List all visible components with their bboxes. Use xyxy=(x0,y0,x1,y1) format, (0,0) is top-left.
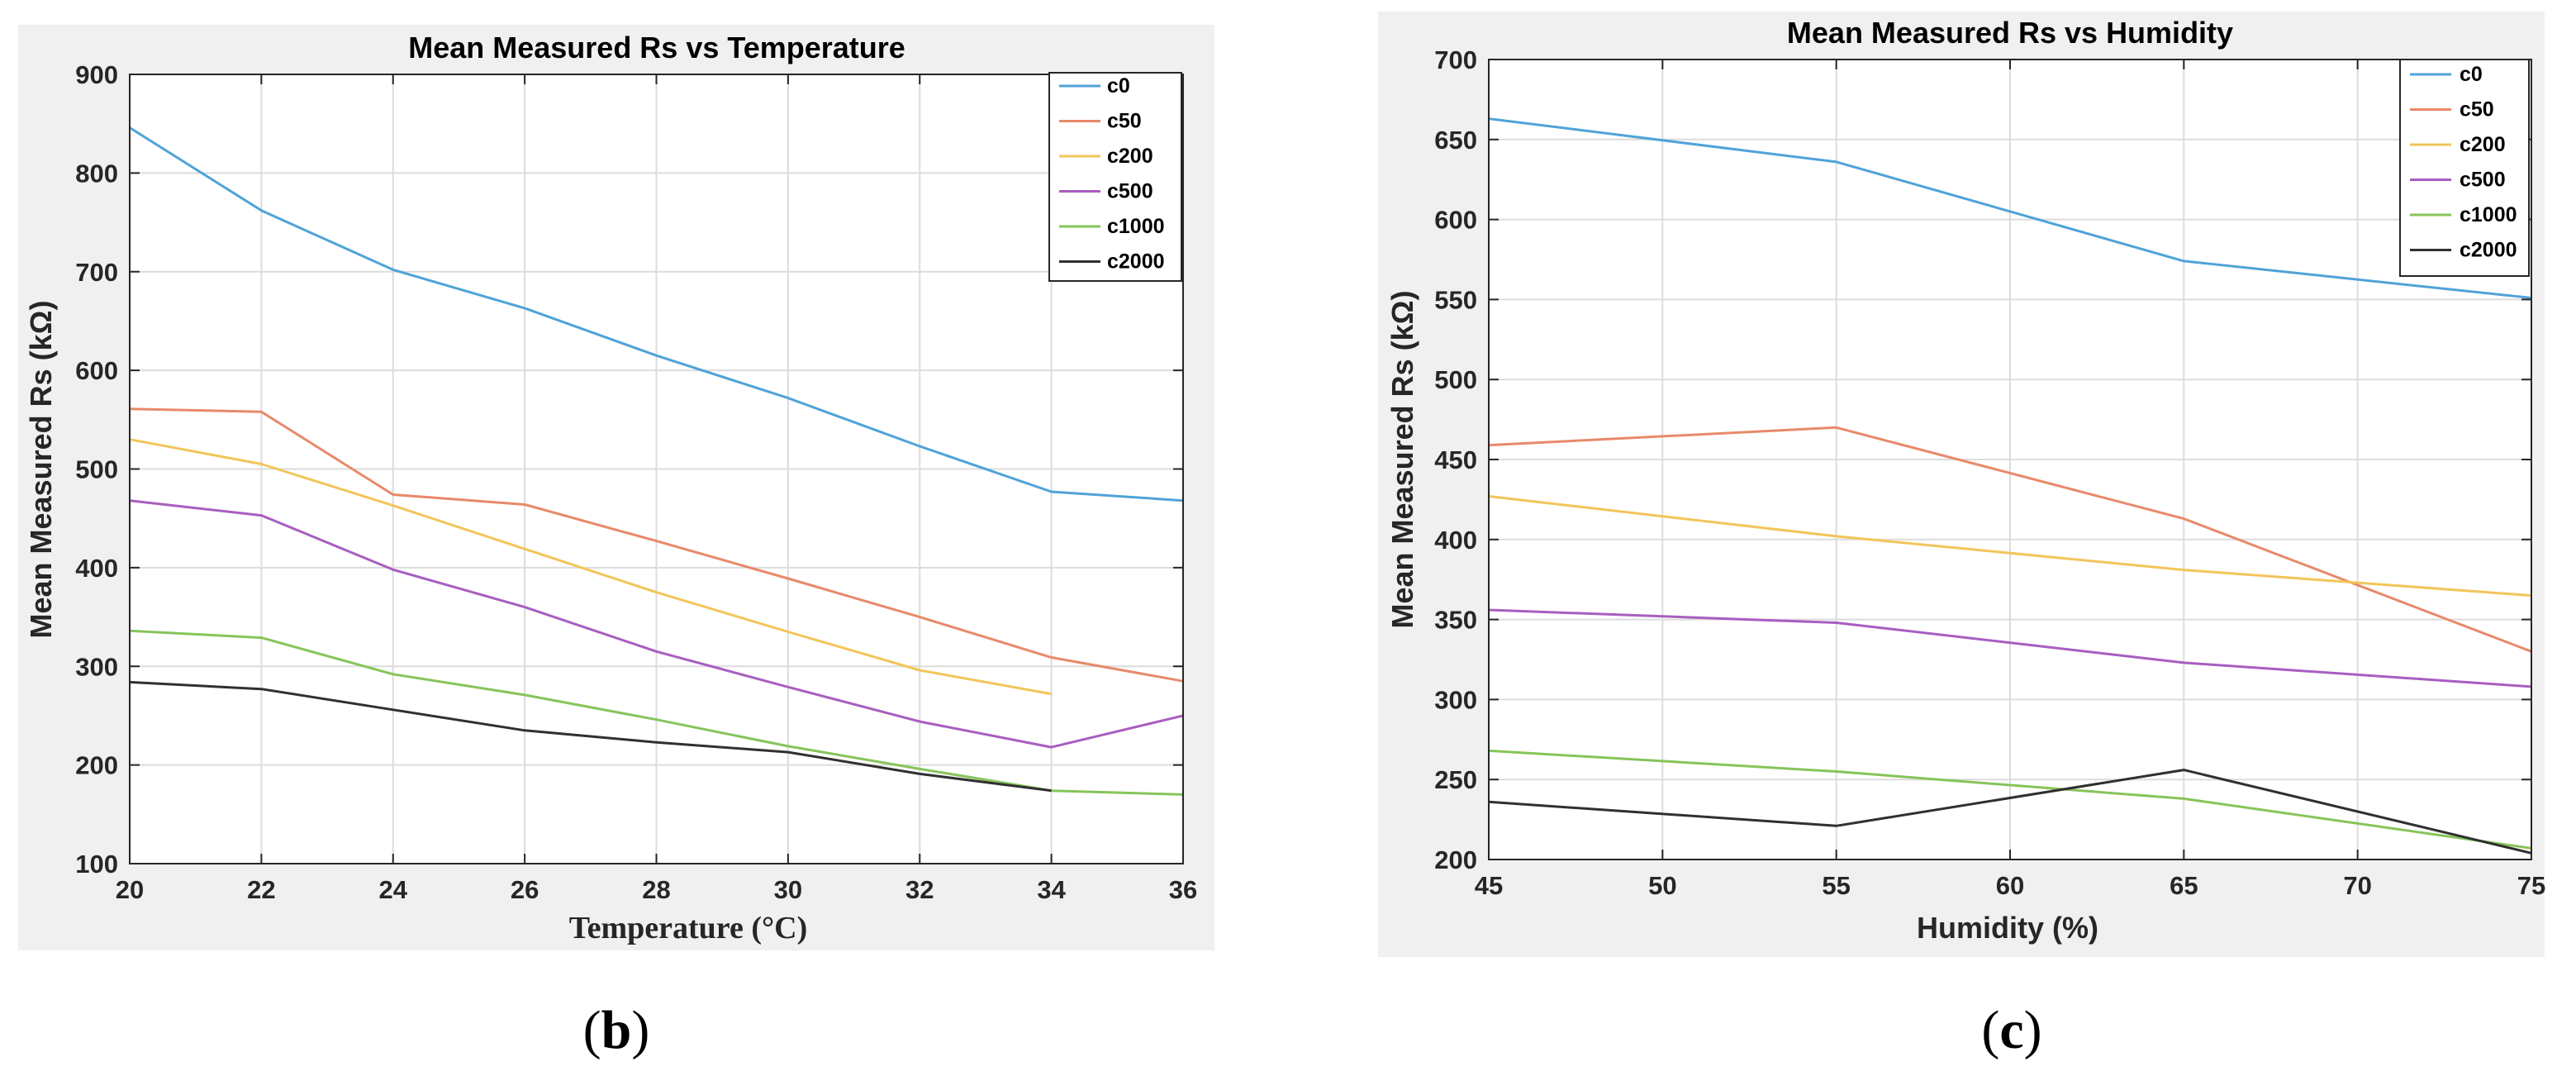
chart-title: Mean Measured Rs vs Humidity xyxy=(1787,16,2233,50)
series-layer xyxy=(1488,117,2532,855)
series-line-c50 xyxy=(129,407,1184,683)
series-line-c500 xyxy=(1488,608,2532,688)
x-tick-label: 65 xyxy=(2170,871,2198,900)
legend-label-c200: c200 xyxy=(2460,133,2506,156)
legend-label-c200: c200 xyxy=(1107,145,1153,168)
y-tick-label: 900 xyxy=(75,60,118,89)
x-tick-label: 22 xyxy=(247,875,275,904)
y-tick-label: 700 xyxy=(1434,45,1477,74)
series-line-c50 xyxy=(1488,426,2532,653)
y-tick-label: 600 xyxy=(1434,206,1477,235)
grid xyxy=(1489,60,2531,860)
x-tick-label: 20 xyxy=(116,875,144,904)
legend-label-c50: c50 xyxy=(1107,110,1142,133)
legend-label-c1000: c1000 xyxy=(2460,203,2517,226)
legend-label-c2000: c2000 xyxy=(2460,239,2517,262)
y-tick-label: 800 xyxy=(75,159,118,188)
x-tick-label: 50 xyxy=(1648,871,1676,900)
y-tick-label: 550 xyxy=(1434,285,1477,314)
y-axis-label: Mean Measured Rs (kΩ) xyxy=(1385,291,1419,629)
x-tick-label: 36 xyxy=(1169,875,1197,904)
y-tick-label: 650 xyxy=(1434,126,1477,155)
series-line-c1000 xyxy=(1488,749,2532,850)
y-tick-label: 100 xyxy=(75,850,118,879)
legend-label-c0: c0 xyxy=(2460,63,2483,86)
chart-temperature: 20 22 24 26 28 30 32 34 36 100 200 300 400 500 600 700 8… xyxy=(18,25,1214,1060)
legend-label-c0: c0 xyxy=(1107,74,1130,98)
y-tick-label: 200 xyxy=(75,751,118,780)
x-axis-label: Temperature (°C) xyxy=(569,911,808,945)
x-axis-label: Humidity (%) xyxy=(1917,911,2098,945)
panel-caption: (c) xyxy=(1981,1000,2041,1060)
y-tick-label: 400 xyxy=(1434,526,1477,555)
x-tick-label: 55 xyxy=(1822,871,1850,900)
series-line-c500 xyxy=(129,499,1184,749)
y-tick-label: 200 xyxy=(1434,845,1477,874)
caption-letter: c xyxy=(1999,1000,2023,1060)
series-layer xyxy=(129,126,1184,796)
x-tick-label: 34 xyxy=(1037,875,1066,904)
legend-label-c50: c50 xyxy=(2460,98,2494,121)
legend: c0 c50 c200 c500 c1000 c2000 xyxy=(2399,59,2530,277)
panel-caption: (b) xyxy=(583,1000,650,1060)
x-tick-label: 28 xyxy=(642,875,670,904)
legend-label-c500: c500 xyxy=(2460,169,2506,192)
x-tick-label: 26 xyxy=(511,875,539,904)
x-tick-label: 24 xyxy=(379,875,408,904)
chart-title: Mean Measured Rs vs Temperature xyxy=(408,31,905,64)
series-line-c2000 xyxy=(129,680,1052,793)
legend-label-c500: c500 xyxy=(1107,180,1153,203)
ticks: 45 50 55 60 65 70 75 200 250 300 350 400 450 500 550 60… xyxy=(1434,45,2545,900)
x-tick-label: 32 xyxy=(905,875,934,904)
legend-label-c2000: c2000 xyxy=(1107,250,1165,274)
y-tick-label: 500 xyxy=(1434,365,1477,394)
y-tick-label: 700 xyxy=(75,258,118,287)
y-tick-label: 350 xyxy=(1434,606,1477,635)
chart-humidity: 45 50 55 60 65 70 75 200 250 300 350 400 450 500 550 60… xyxy=(1378,12,2545,1060)
y-tick-label: 600 xyxy=(75,356,118,385)
y-tick-label: 300 xyxy=(75,652,118,681)
legend-box xyxy=(1048,72,1182,282)
y-tick-label: 300 xyxy=(1434,685,1477,714)
x-tick-label: 45 xyxy=(1475,871,1503,900)
y-tick-label: 250 xyxy=(1434,765,1477,794)
series-line-c200 xyxy=(1488,495,2532,598)
series-line-c2000 xyxy=(1488,769,2532,855)
x-tick-label: 60 xyxy=(1996,871,2024,900)
series-line-c200 xyxy=(129,438,1052,696)
y-axis-label: Mean Measured Rs (kΩ) xyxy=(24,301,58,639)
y-tick-label: 400 xyxy=(75,554,118,583)
series-line-c0 xyxy=(1488,117,2532,299)
series-line-c0 xyxy=(129,126,1184,502)
x-tick-label: 75 xyxy=(2517,871,2545,900)
x-tick-label: 30 xyxy=(774,875,802,904)
legend-box xyxy=(2399,59,2530,277)
series-line-c1000 xyxy=(129,629,1184,796)
x-tick-label: 70 xyxy=(2343,871,2371,900)
ticks: 20 22 24 26 28 30 32 34 36 100 200 300 400 500 600 700 8… xyxy=(75,60,1197,904)
legend: c0 c50 c200 c500 c1000 c2000 xyxy=(1048,72,1182,282)
y-tick-label: 500 xyxy=(75,455,118,484)
caption-letter: b xyxy=(601,1000,632,1060)
legend-label-c1000: c1000 xyxy=(1107,215,1165,238)
y-tick-label: 450 xyxy=(1434,445,1477,474)
